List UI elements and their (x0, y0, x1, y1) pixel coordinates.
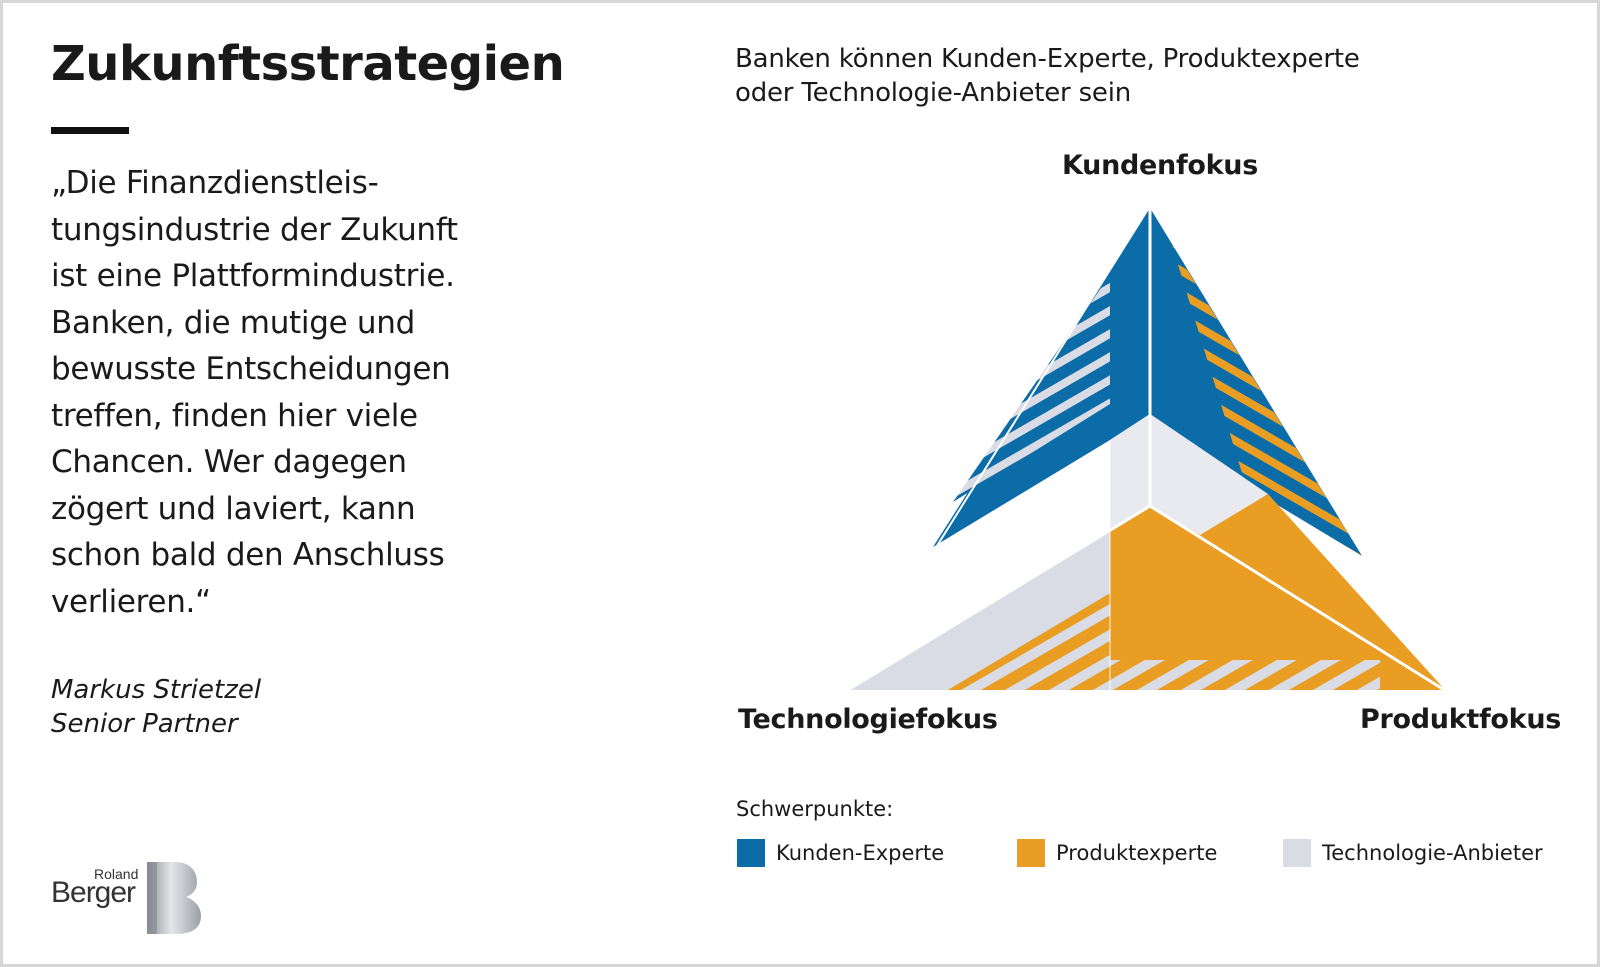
quote-line: verlieren.“ (51, 583, 211, 620)
legend-swatch-blue (737, 839, 765, 867)
quote: „Die Finanzdienstleis- tungsindustrie de… (51, 160, 521, 625)
quote-author: Markus Strietzel (51, 675, 262, 705)
legend-swatch-orange (1017, 839, 1045, 867)
roland-berger-logo: Roland Berger (51, 862, 201, 934)
axis-line-left (845, 504, 1151, 693)
quote-line: schon bald den Anschluss (51, 537, 445, 573)
quote-line: „Die Finanzdienstleis- (51, 165, 379, 201)
vertex-label-kundenfokus: Kundenfokus (1062, 150, 1258, 181)
infographic-card (3, 3, 1597, 964)
legend-label: Kunden-Experte (776, 841, 945, 865)
strategy-triangle-diagram (844, 204, 1448, 693)
produktexperte-hatched-bottom (946, 604, 1380, 691)
quote-line: Banken, die mutige und (51, 304, 415, 341)
diagram-subtitle: Banken können Kunden-Experte, Produktexp… (735, 42, 1360, 110)
triangle-outline (844, 204, 1448, 692)
quote-line: bewusste Entscheidungen (51, 351, 451, 387)
quote-line: ist eine Plattformindustrie. (51, 258, 455, 294)
legend-title: Schwerpunkte: (736, 797, 894, 821)
legend-label: Technologie-Anbieter (1322, 841, 1543, 865)
axis-line-right (1149, 504, 1447, 693)
title-divider (51, 127, 129, 134)
vertex-label-produktfokus: Produktfokus (1360, 704, 1562, 735)
kunden-experte-hatched-right (1172, 245, 1362, 556)
quote-line: zögert und laviert, kann (51, 490, 416, 527)
legend-label: Produktexperte (1056, 841, 1218, 865)
quote-line: tungsindustrie der Zukunft (51, 211, 458, 248)
quote-line: treffen, finden hier viele (51, 397, 418, 434)
legend-swatch-grey (1283, 839, 1311, 867)
subtitle-line: Banken können Kunden-Experte, Produktexp… (735, 44, 1360, 74)
vertex-label-technologiefokus: Technologiefokus (738, 704, 998, 735)
logo-text-berger: Berger (51, 876, 136, 909)
logo-text-roland: Roland (94, 866, 139, 882)
page-title: Zukunftsstrategien (51, 36, 565, 92)
logo-b-mark-icon (147, 862, 201, 934)
quote-line: Chancen. Wer dagegen (51, 444, 407, 480)
subtitle-line: oder Technologie-Anbieter sein (735, 78, 1132, 108)
author-role: Senior Partner (51, 709, 238, 739)
